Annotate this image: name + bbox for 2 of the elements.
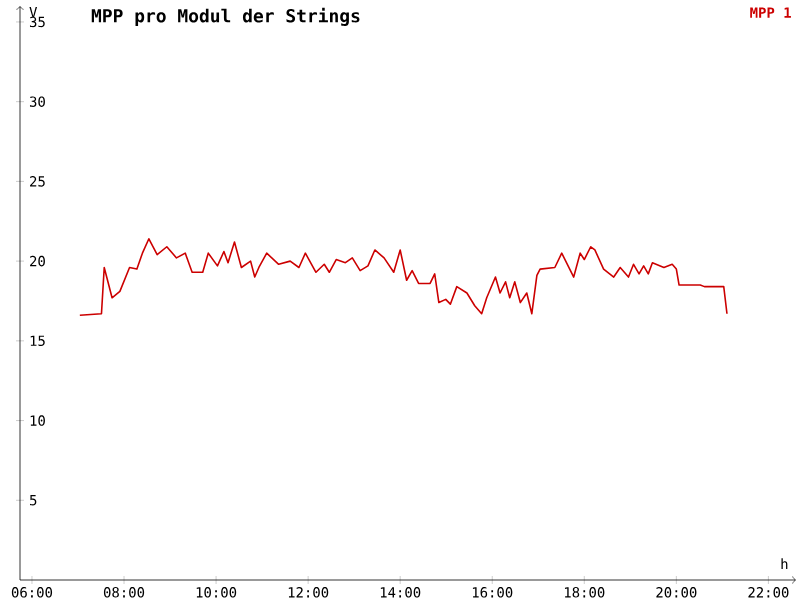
line-series: [79, 237, 728, 317]
chart-title: MPP pro Modul der Strings: [91, 7, 360, 26]
